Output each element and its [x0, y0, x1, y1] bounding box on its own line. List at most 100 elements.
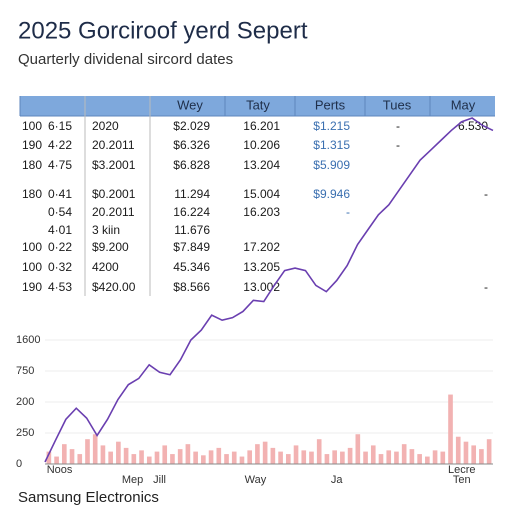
bar — [417, 454, 422, 464]
bar — [239, 456, 245, 464]
y-tick-label: 0 — [16, 458, 22, 470]
table-cell: 4·75 — [48, 158, 72, 172]
bar — [440, 451, 446, 464]
bar — [301, 450, 307, 464]
bar — [177, 449, 183, 464]
bar — [270, 447, 276, 464]
bar — [471, 445, 477, 464]
table-header: Perts — [315, 97, 346, 112]
bar — [170, 454, 175, 464]
table-cell: 180 — [22, 158, 42, 172]
bar — [293, 445, 299, 464]
bar — [208, 450, 214, 464]
table-cell: - — [396, 138, 400, 152]
bar — [332, 450, 337, 464]
y-tick-label: 250 — [16, 427, 34, 439]
table-cell: $420.00 — [92, 280, 136, 294]
bar — [262, 441, 268, 464]
table-cell: $8.566 — [173, 280, 210, 294]
table-cell: - — [484, 280, 488, 294]
x-tick-label: Way — [245, 474, 267, 486]
bar — [386, 450, 392, 464]
x-tick-label: Jill — [153, 474, 166, 486]
table-cell: $9.946 — [313, 187, 350, 201]
bar — [463, 441, 469, 464]
table-cell: 0·41 — [48, 187, 72, 201]
bar — [285, 454, 291, 464]
table-cell: 16.201 — [243, 119, 280, 133]
table-cell: 0·32 — [48, 260, 72, 274]
table-cell: 11.676 — [174, 223, 210, 237]
bar — [224, 454, 229, 464]
bar — [247, 450, 253, 464]
table-cell: 11.294 — [174, 187, 210, 201]
x-tick-label: Ten — [453, 474, 471, 486]
y-tick-label: 1600 — [16, 334, 40, 346]
table-cell: 20.2011 — [92, 205, 135, 219]
table-cell: 4200 — [92, 260, 119, 274]
bar — [100, 445, 106, 464]
bar — [146, 456, 152, 464]
table-cell: 0·22 — [48, 240, 72, 254]
table-cell: 13.204 — [243, 158, 280, 172]
bar — [216, 447, 222, 464]
table-cell: $6.326 — [173, 138, 210, 152]
table-cell: 13.205 — [243, 260, 280, 274]
x-tick-label: Lecre — [448, 464, 476, 476]
table-cell: 45.346 — [173, 260, 210, 274]
table-cell: $3.2001 — [92, 158, 136, 172]
table-header: Tues — [383, 97, 412, 112]
table-cell: 20.2011 — [92, 138, 135, 152]
table-cell: $9.200 — [92, 240, 129, 254]
bar — [409, 449, 415, 464]
y-tick-label: 200 — [16, 396, 34, 408]
bar — [340, 451, 345, 464]
bar — [448, 394, 453, 464]
bar — [201, 455, 206, 464]
bar — [85, 439, 90, 464]
bar — [193, 451, 198, 464]
table-cell: - — [484, 187, 488, 201]
table-cell: - — [396, 119, 400, 133]
table-cell: 190 — [22, 138, 42, 152]
bar — [116, 441, 121, 464]
table-cell: 4·01 — [48, 223, 72, 237]
bar — [479, 449, 484, 464]
table-header: Wey — [177, 97, 203, 112]
bar — [425, 456, 430, 464]
table-cell: $5.909 — [313, 158, 350, 172]
bar — [61, 444, 67, 464]
table-cell: 0·54 — [48, 205, 72, 219]
bar — [309, 451, 314, 464]
table-cell: 4·53 — [48, 280, 72, 294]
bar — [46, 451, 52, 464]
table-cell: $7.849 — [173, 240, 210, 254]
table-cell: 17.202 — [243, 240, 280, 254]
bar — [185, 444, 191, 464]
table-cell: 6·15 — [48, 119, 72, 133]
bar — [69, 449, 75, 464]
table-cell: 6.530 — [458, 119, 488, 133]
bar — [131, 454, 137, 464]
bar — [92, 434, 98, 464]
bar — [123, 447, 129, 464]
bar — [363, 451, 368, 464]
bar — [432, 450, 438, 464]
x-tick-label: Ja — [331, 474, 344, 486]
table-cell: 13.002 — [243, 280, 280, 294]
x-tick-label: Noos — [47, 464, 73, 476]
bar — [162, 445, 168, 464]
bar — [77, 454, 83, 464]
bar — [316, 439, 322, 464]
footer: Samsung Electronics — [18, 489, 159, 506]
bar — [139, 450, 144, 464]
bar — [378, 454, 384, 464]
table-header: Taty — [246, 97, 270, 112]
table-cell: - — [346, 205, 350, 219]
table-cell: 10.206 — [243, 138, 280, 152]
table-cell: 100 — [22, 119, 42, 133]
bar — [231, 451, 237, 464]
bar — [347, 447, 353, 464]
table-header-band — [20, 96, 495, 116]
